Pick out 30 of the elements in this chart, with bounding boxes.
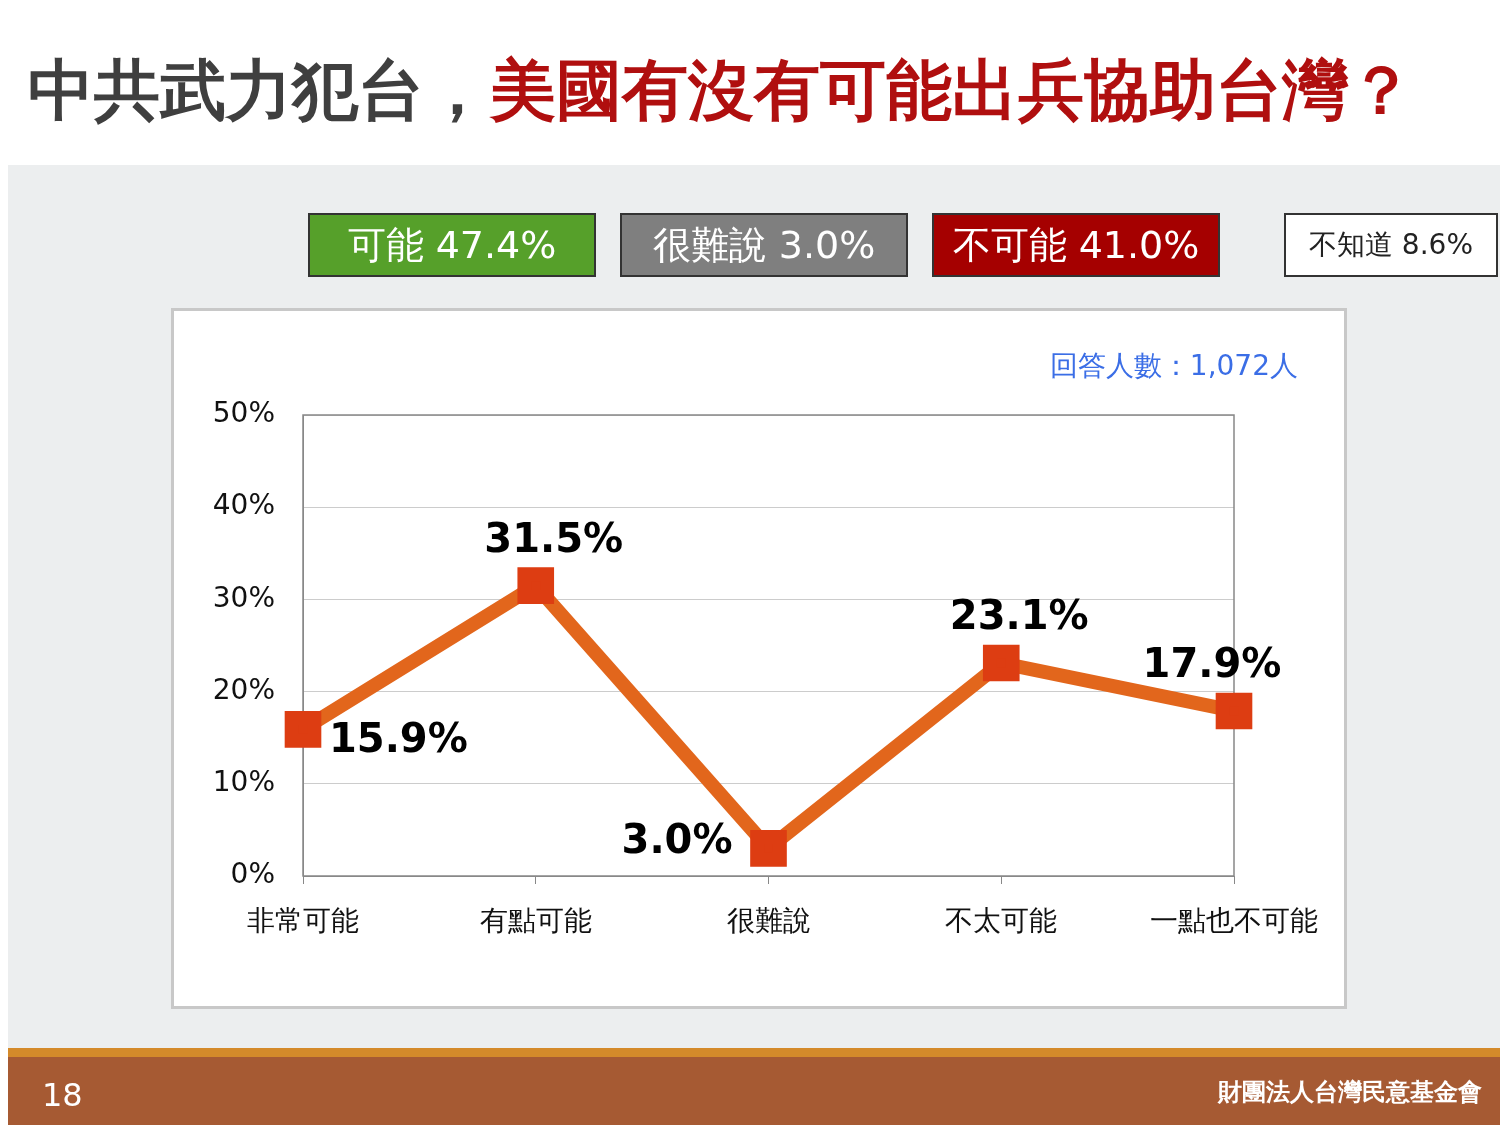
point xyxy=(982,644,1020,682)
text: 回答人數：1,072人 xyxy=(1049,348,1298,384)
y-tick-label: 30% xyxy=(212,580,275,614)
point xyxy=(517,567,555,604)
data-label: 15.9% xyxy=(329,714,468,761)
text: 18 xyxy=(42,1076,83,1114)
chart-title: 中共武力犯台， xyxy=(28,52,490,129)
point xyxy=(750,830,787,867)
y-tick-label: 20% xyxy=(212,672,275,706)
y-tick-label: 10% xyxy=(212,765,275,799)
point xyxy=(1215,692,1253,730)
y-tick-label: 0% xyxy=(230,857,275,891)
data-label: 23.1% xyxy=(949,592,1089,639)
x-tick-label: 非常可能 xyxy=(247,904,359,938)
data-label: 3.0% xyxy=(621,815,733,862)
x-tick-label: 不太可能 xyxy=(945,904,1058,938)
text: 可能 47.4% xyxy=(308,213,596,277)
x-tick-label: 有點可能 xyxy=(479,904,592,938)
x-tick-label: 一點也不可能 xyxy=(1150,904,1318,938)
x-tick-label: 很難說 xyxy=(726,904,811,938)
chart-subtitle: 美國有沒有可能出兵協助台灣？ xyxy=(490,52,1414,129)
point xyxy=(284,711,322,748)
text: 財團法人台灣民意基金會 xyxy=(1218,1077,1482,1108)
text: 不知道 8.6% xyxy=(1284,213,1498,277)
data-label: 17.9% xyxy=(1142,640,1282,687)
y-tick-label: 40% xyxy=(212,488,275,522)
data-label: 31.5% xyxy=(484,514,624,561)
text: 很難說 3.0% xyxy=(620,213,908,277)
y-tick-label: 50% xyxy=(212,396,275,430)
text: 不可能 41.0% xyxy=(932,213,1220,277)
